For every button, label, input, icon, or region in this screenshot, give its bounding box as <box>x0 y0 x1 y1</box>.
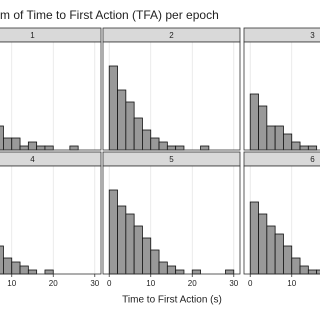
x-tick-label: 0 <box>107 279 112 288</box>
histogram-bar <box>249 93 259 151</box>
histogram-bar <box>307 269 318 275</box>
histogram-bar <box>11 261 21 275</box>
histogram-bar <box>299 145 309 151</box>
histogram-bar <box>150 249 160 275</box>
histogram-bar <box>44 145 54 151</box>
panel-border <box>243 165 320 275</box>
histogram-bar <box>69 145 79 151</box>
histogram-bar <box>274 125 284 151</box>
histogram-bar <box>175 269 185 275</box>
x-tick-label: 30 <box>90 279 99 288</box>
histogram-bar <box>125 213 135 275</box>
panel-background <box>0 166 101 274</box>
histogram-bar <box>283 133 293 151</box>
histogram-bar <box>36 145 46 151</box>
histogram-bar <box>200 145 210 151</box>
histogram-bar <box>27 141 38 151</box>
histogram-bar <box>117 205 127 275</box>
histogram-bar <box>125 101 135 151</box>
x-tick-label: 10 <box>7 279 16 288</box>
panel-border <box>0 41 102 151</box>
panel-background <box>0 42 101 150</box>
panel-title: 3 <box>310 31 315 40</box>
histogram-bar <box>142 129 152 151</box>
histogram-bar <box>191 269 201 275</box>
strip <box>243 151 320 167</box>
histogram-bar <box>44 269 54 275</box>
histogram-bar <box>150 137 160 151</box>
histogram-bar <box>3 137 13 151</box>
histogram-bar <box>291 141 301 151</box>
panel-title: 1 <box>30 31 35 40</box>
histogram-bar <box>249 201 259 275</box>
strip <box>0 151 102 167</box>
histogram-bar <box>166 145 177 151</box>
histogram-bar <box>3 257 13 275</box>
histogram-bar <box>117 89 127 151</box>
panel-border <box>102 165 241 275</box>
histogram-bar <box>133 117 143 151</box>
panel-border <box>0 165 102 275</box>
histogram-bar <box>316 269 320 275</box>
x-tick-label: 0 <box>248 279 253 288</box>
histogram-bar <box>175 145 185 151</box>
x-tick-label: 30 <box>229 279 238 288</box>
histogram-bar <box>27 269 38 275</box>
x-tick-label: 10 <box>146 279 155 288</box>
panel-border <box>102 41 241 151</box>
histogram-bar <box>19 145 29 151</box>
histogram-bar <box>274 233 284 275</box>
strip <box>243 27 320 43</box>
histogram-bar <box>19 265 29 275</box>
strip <box>0 27 102 43</box>
panel-title: 4 <box>30 155 35 164</box>
histogram-bar <box>266 125 276 151</box>
histogram-bar <box>158 141 168 151</box>
panel-border <box>243 41 320 151</box>
histogram-bar <box>283 245 293 275</box>
histogram-bar <box>299 265 309 275</box>
panel-title: 2 <box>169 31 174 40</box>
histogram-bar <box>258 105 268 151</box>
histogram-bar <box>225 269 235 275</box>
histogram-bar <box>291 257 301 275</box>
histogram-bar <box>266 225 276 275</box>
histogram-bar <box>258 213 268 275</box>
histogram-bar <box>307 145 318 151</box>
panel-title: 6 <box>310 155 315 164</box>
x-tick-label: 20 <box>49 279 58 288</box>
x-tick-label: 20 <box>188 279 197 288</box>
histogram-bar <box>166 265 177 275</box>
histogram-bar <box>158 261 168 275</box>
panel-title: 5 <box>169 155 174 164</box>
histogram-bar <box>108 65 118 151</box>
histogram-bar <box>11 137 21 151</box>
histogram-bar <box>133 225 143 275</box>
x-tick-label: 10 <box>287 279 296 288</box>
x-axis-label: Time to First Action (s) <box>122 295 222 306</box>
histogram-bar <box>142 237 152 275</box>
chart-title: m of Time to First Action (TFA) per epoc… <box>0 8 219 22</box>
histogram-bar <box>0 245 4 275</box>
histogram-bar <box>0 125 4 151</box>
histogram-bar <box>108 189 118 275</box>
